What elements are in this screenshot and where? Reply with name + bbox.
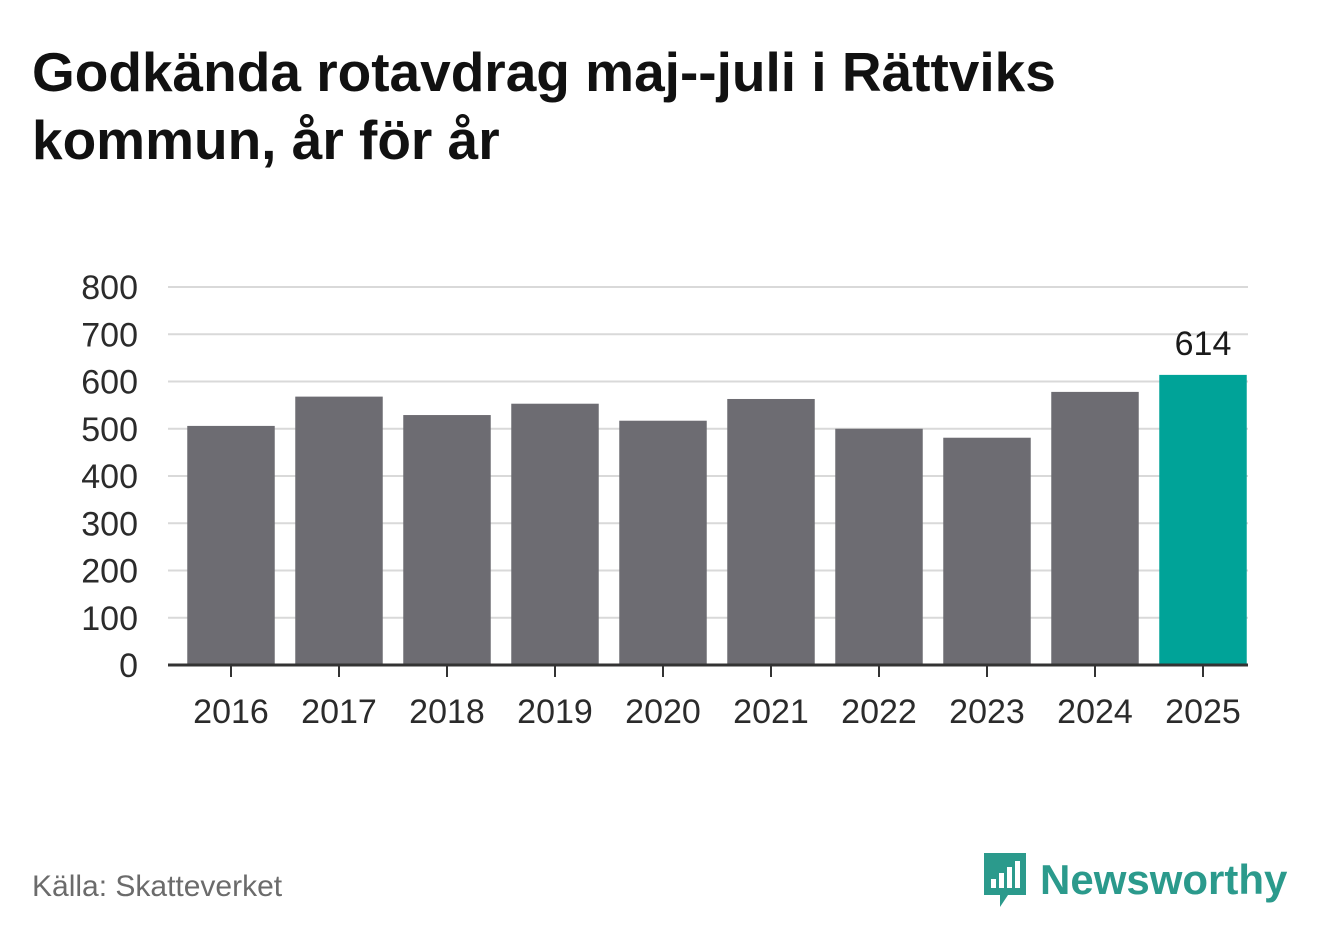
y-tick-label: 700: [81, 316, 138, 354]
brand-name: Newsworthy: [1040, 856, 1288, 903]
bar-2022: [835, 428, 923, 665]
bar-2025: [1159, 374, 1247, 665]
x-tick-label: 2020: [625, 693, 701, 731]
chart-title: Godkända rotavdrag maj--juli i Rättviks …: [32, 41, 1056, 171]
newsworthy-logo-icon: [984, 853, 1026, 907]
bar-2023: [943, 437, 1031, 665]
bar-2020: [619, 420, 707, 665]
y-axis-ticks: 0 100 200 300 400 500 600 700 800: [81, 269, 138, 685]
data-labels: 614: [1175, 325, 1232, 363]
y-tick-label: 0: [119, 647, 138, 685]
y-tick-label: 500: [81, 411, 138, 449]
x-tick-label: 2017: [301, 693, 377, 731]
bar-2021: [727, 398, 815, 665]
bar-2019: [511, 403, 599, 665]
bar-2018: [403, 415, 491, 665]
source-note: Källa: Skatteverket: [32, 870, 283, 903]
y-tick-label: 100: [81, 600, 138, 638]
x-tick-label: 2024: [1057, 693, 1133, 731]
bar-2017: [295, 396, 383, 665]
bar-2024: [1051, 391, 1139, 665]
y-tick-label: 300: [81, 505, 138, 543]
x-axis-ticks: 2016 2017 2018 2019 2020 2021 2022 2023 2024 2025: [193, 665, 1241, 731]
brand-logo[interactable]: Newsworthy: [980, 848, 1287, 912]
x-tick-label: 2023: [949, 693, 1025, 731]
bars: [187, 374, 1247, 665]
y-tick-label: 600: [81, 364, 138, 402]
bar-2016: [187, 425, 275, 665]
x-tick-label: 2022: [841, 693, 917, 731]
x-tick-label: 2016: [193, 693, 269, 731]
y-tick-label: 400: [81, 458, 138, 496]
y-tick-label: 200: [81, 553, 138, 591]
data-label: 614: [1175, 325, 1232, 363]
y-tick-label: 800: [81, 269, 138, 307]
x-tick-label: 2025: [1165, 693, 1241, 731]
x-tick-label: 2018: [409, 693, 485, 731]
x-tick-label: 2021: [733, 693, 809, 731]
x-tick-label: 2019: [517, 693, 593, 731]
